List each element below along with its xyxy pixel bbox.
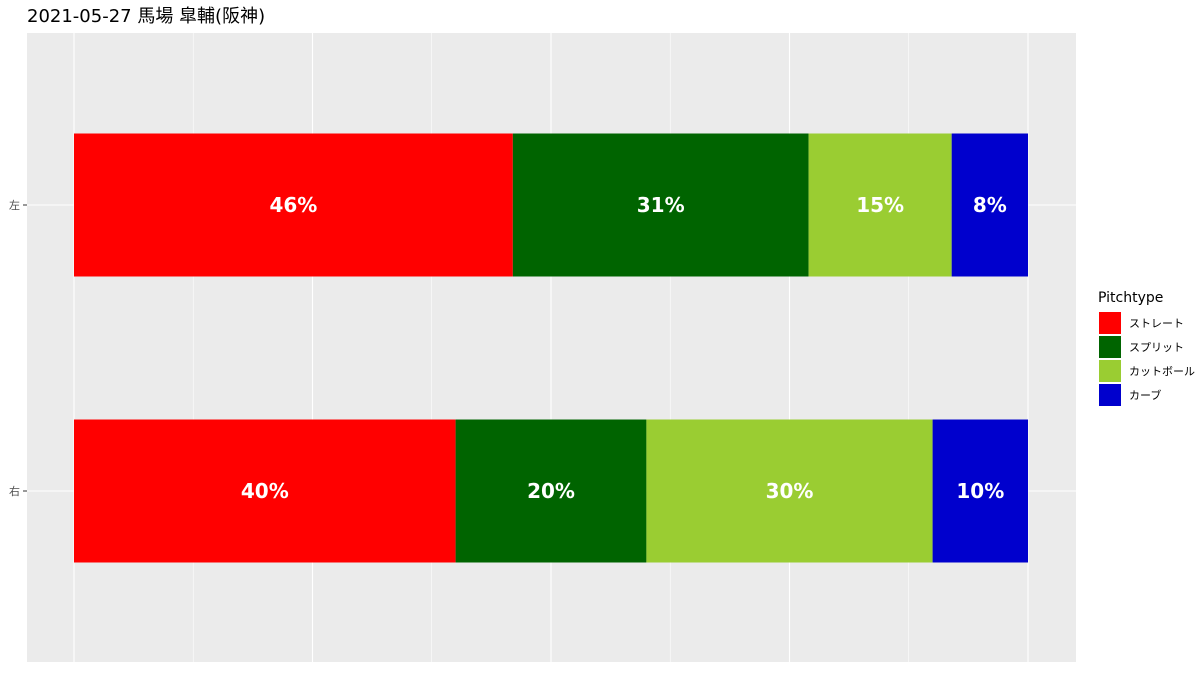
- bar-segment: [951, 133, 1028, 277]
- legend-key: [1099, 360, 1121, 382]
- bars: [74, 133, 1028, 563]
- legend-label: カットボール: [1129, 365, 1195, 378]
- bar-segment: [932, 419, 1028, 563]
- legend-key: [1099, 384, 1121, 406]
- bar-label: 30%: [766, 479, 814, 503]
- legend-label: カーブ: [1129, 388, 1161, 402]
- bar-label: 8%: [973, 193, 1007, 217]
- bar-segment: [646, 419, 933, 563]
- legend-key: [1099, 336, 1121, 358]
- bar-label: 15%: [856, 193, 904, 217]
- y-tick-label: 右: [9, 484, 20, 498]
- y-axis: 左右: [9, 199, 27, 498]
- bar-label: 31%: [637, 193, 685, 217]
- bar-segment: [455, 419, 647, 563]
- legend-title: Pitchtype: [1098, 290, 1163, 306]
- legend-label: スプリット: [1129, 341, 1184, 354]
- bar-label: 10%: [956, 479, 1004, 503]
- legend-key: [1099, 312, 1121, 334]
- bar-segment: [74, 133, 513, 277]
- bar-label: 40%: [241, 479, 289, 503]
- bar-segment: [74, 419, 456, 563]
- bar-labels: 46% 31% 15% 8% 40% 20% 30% 10%: [241, 193, 1007, 503]
- y-tick-label: 左: [9, 199, 20, 212]
- bar-segment: [808, 133, 952, 277]
- chart-title: 2021-05-27 馬場 皐輔(阪神): [27, 6, 265, 27]
- bar-label: 46%: [269, 193, 317, 217]
- legend-label: ストレート: [1129, 317, 1184, 330]
- bar-label: 20%: [527, 479, 575, 503]
- bar-segment: [512, 133, 809, 277]
